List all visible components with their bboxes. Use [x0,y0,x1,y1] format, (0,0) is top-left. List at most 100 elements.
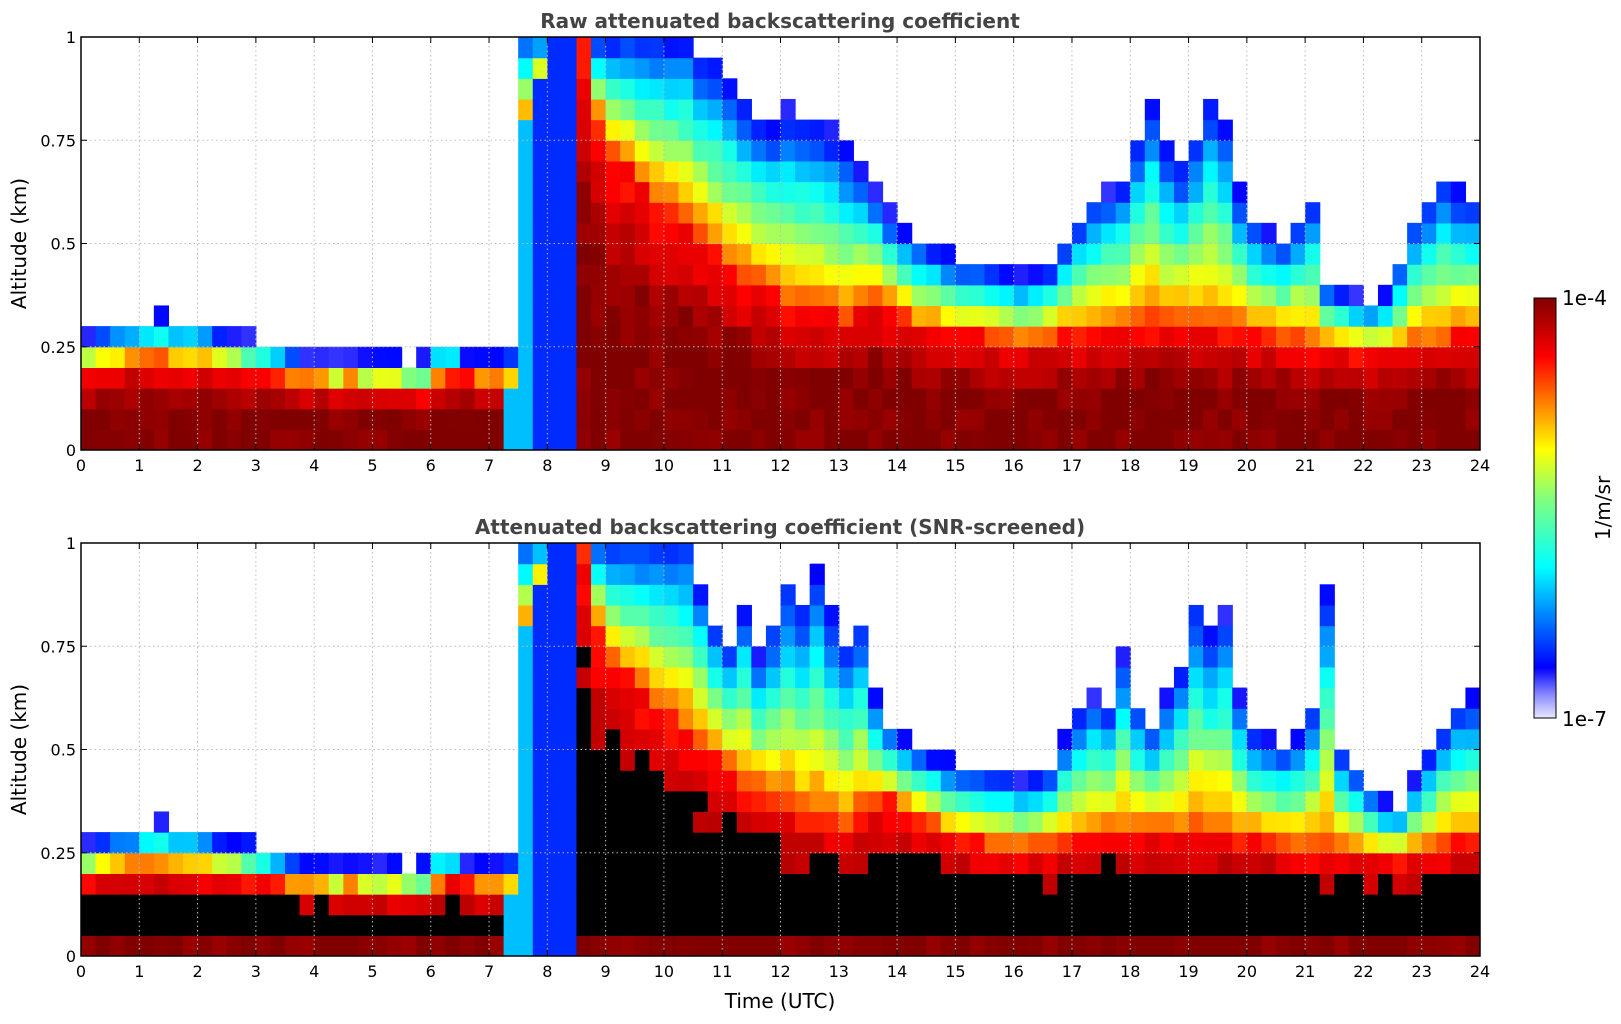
heatmap-cell [649,708,665,730]
heatmap-cell [809,852,825,874]
heatmap-cell [1261,222,1277,245]
heatmap-cell [1319,305,1335,327]
heatmap-cell [547,388,563,410]
heatmap-cell [605,243,621,265]
x-tick-label: 0 [76,962,86,981]
heatmap-cell [809,770,825,792]
heatmap-cell [926,326,942,348]
heatmap-cell [765,346,782,368]
x-tick-label: 10 [654,962,674,981]
x-tick-label: 20 [1237,456,1257,475]
heatmap-cell [1377,408,1394,430]
heatmap-cell [751,770,767,792]
heatmap-cell [663,57,680,79]
heatmap-cell [1319,388,1335,410]
heatmap-cell [1115,935,1131,956]
heatmap-cell [576,37,592,59]
heatmap-cell [1465,852,1480,874]
heatmap-cell [867,894,884,916]
heatmap-cell [1130,790,1146,813]
heatmap-cell [605,708,621,730]
heatmap-cell [649,790,665,813]
heatmap-cell [430,873,446,895]
heatmap-cell [940,832,956,854]
heatmap-cell [838,160,854,183]
heatmap-cell [561,429,578,450]
heatmap-cell [1246,749,1262,771]
heatmap-cell [1319,584,1335,606]
heatmap-cell [1217,202,1233,224]
heatmap-cell [707,367,723,389]
heatmap-cell [1144,264,1160,286]
heatmap-cell [1465,790,1480,813]
heatmap-cell [1130,367,1146,389]
heatmap-cell [722,852,738,874]
heatmap-cell [241,429,257,450]
heatmap-cell [1071,222,1088,245]
heatmap-cell [1334,873,1350,895]
heatmap-cell [1086,202,1102,224]
heatmap-cell [736,222,752,245]
heatmap-cell [474,346,490,368]
heatmap-cell [605,326,621,348]
heatmap-cell [955,264,971,286]
heatmap-cell [591,790,607,813]
heatmap-cell [663,222,680,245]
heatmap-cell [1188,625,1204,647]
heatmap-cell [1173,894,1190,916]
heatmap-cell [809,894,825,916]
heatmap-cell [795,326,811,348]
heatmap-cell [1217,243,1233,265]
heatmap-cell [576,305,592,327]
heatmap-cell [940,367,956,389]
heatmap-cell [1421,914,1437,936]
heatmap-cell [1013,811,1029,833]
heatmap-cell [430,367,446,389]
heatmap-cell [999,873,1015,895]
heatmap-cell [532,935,548,956]
heatmap-cell [153,326,170,348]
heatmap-cell [416,852,432,874]
heatmap-cell [1232,326,1248,348]
heatmap-cell [1465,367,1480,389]
heatmap-cell [591,264,607,286]
heatmap-cell [984,429,1000,450]
heatmap-cell [474,935,490,956]
heatmap-cell [634,160,650,183]
heatmap-cell [693,181,709,203]
heatmap-cell [678,873,694,895]
y-tick-label: 0 [66,947,76,966]
heatmap-cell [795,914,811,936]
heatmap-cell [1013,873,1029,895]
heatmap-cell [1319,790,1335,813]
heatmap-cell [605,604,621,627]
heatmap-cell [1377,284,1394,307]
heatmap-cell [1057,894,1073,916]
heatmap-cell [795,367,811,389]
heatmap-cell [678,367,694,389]
heatmap-cell [663,326,680,348]
heatmap-cell [1203,708,1219,730]
heatmap-cell [751,914,767,936]
heatmap-cell [314,852,330,874]
heatmap-cell [532,37,548,59]
heatmap-cell [518,160,534,183]
heatmap-cell [634,563,650,585]
heatmap-cell [1144,790,1160,813]
heatmap-cell [678,687,694,709]
heatmap-cell [1144,914,1160,936]
heatmap-cell [897,935,913,956]
heatmap-cell [634,935,650,956]
heatmap-cell [1159,305,1175,327]
colorbar: 1e-4 1e-7 1/m/sr [1533,286,1615,731]
heatmap-cell [1465,243,1480,265]
heatmap-cell [445,894,461,916]
heatmap-cell [824,305,840,327]
heatmap-cell [1130,243,1146,265]
heatmap-cell [867,749,884,771]
heatmap-cell [897,790,913,813]
heatmap-cell [867,305,884,327]
heatmap-cell [1173,408,1190,430]
x-tick-label: 8 [542,962,552,981]
heatmap-cell [897,222,913,245]
